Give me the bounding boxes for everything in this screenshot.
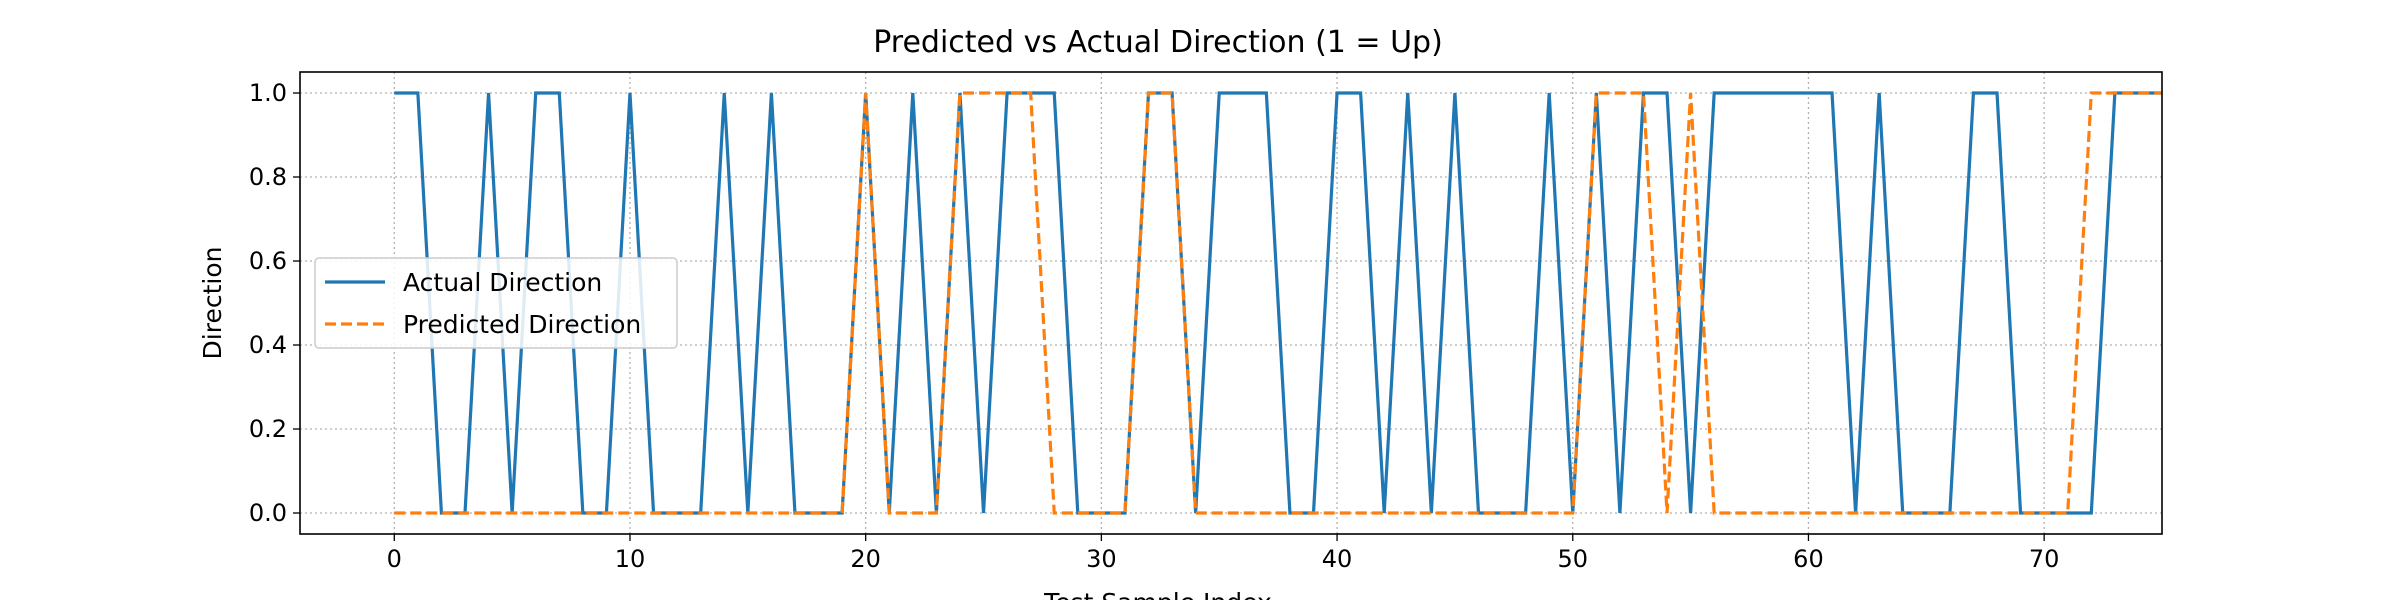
ticks-layer: 0 10 20 30 40 50 60 70 0.0 0.2 0.4 0.6 0.8 1.0 [249, 79, 2060, 573]
x-tick-label: 50 [1557, 545, 1588, 573]
x-tick-label: 10 [615, 545, 646, 573]
y-tick-label: 0.6 [249, 247, 287, 275]
x-tick-label: 40 [1322, 545, 1353, 573]
y-tick-label: 0.4 [249, 331, 287, 359]
y-tick-label: 0.8 [249, 163, 287, 191]
x-tick-label: 30 [1086, 545, 1117, 573]
y-tick-label: 1.0 [249, 79, 287, 107]
y-tick-label: 0.2 [249, 415, 287, 443]
x-tick-label: 70 [2029, 545, 2060, 573]
legend-label-actual: Actual Direction [403, 268, 602, 297]
series-layer [394, 91, 2162, 515]
legend-box [314, 257, 678, 349]
chart-title: Predicted vs Actual Direction (1 = Up) [873, 25, 1443, 60]
legend-label-predicted: Predicted Direction [403, 310, 641, 339]
x-tick-label: 60 [1793, 545, 1824, 573]
legend: Actual Direction Predicted Direction [314, 257, 678, 349]
x-tick-label: 20 [850, 545, 881, 573]
series-line-predicted [394, 91, 2162, 515]
axes-frame [299, 71, 2163, 535]
x-tick-label: 0 [387, 545, 402, 573]
y-axis-label: Direction [198, 247, 227, 360]
y-tick-label: 0.0 [249, 499, 287, 527]
x-axis-label: Test Sample Index [1043, 588, 1272, 600]
